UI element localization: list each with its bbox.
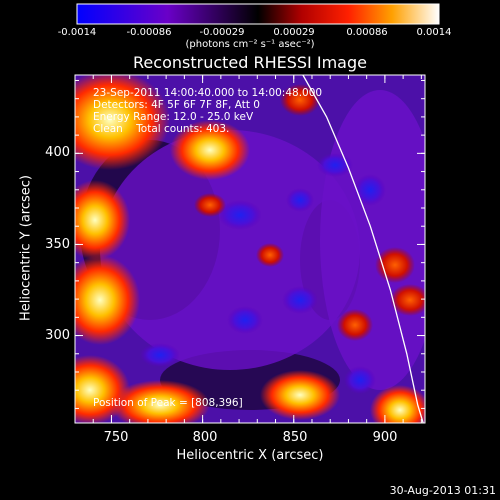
colorbar-tick: 0.00029: [273, 27, 315, 38]
x-tick-label: 800: [192, 430, 218, 445]
x-tick-label: 750: [103, 430, 129, 445]
colorbar-tick: 0.0014: [416, 27, 452, 38]
y-tick-label: 400: [45, 145, 70, 160]
chart-title: Reconstructed RHESSI Image: [133, 53, 367, 72]
solar-limb-line: [302, 74, 424, 424]
y-tick-label: 350: [45, 237, 70, 252]
x-tick-label: 850: [282, 430, 308, 445]
colorbar-tick: 0.00086: [346, 27, 388, 38]
plot-frame: [74, 74, 426, 424]
annotation-energy-range: Energy Range: 12.0 - 25.0 keV: [93, 111, 254, 123]
x-axis-label: Heliocentric X (arcsec): [176, 448, 324, 463]
annotation-clean-counts: Clean Total counts: 403.: [93, 123, 230, 135]
annotation-peak-position: Position of Peak = [808,396]: [93, 397, 243, 409]
y-tick-label: 300: [45, 328, 70, 343]
colorbar-gradient: [76, 3, 440, 25]
colorbar-tick: -0.0014: [57, 27, 97, 38]
annotation-time-range: 23-Sep-2011 14:00:40.000 to 14:00:48.000: [93, 87, 323, 99]
annotation-detectors: Detectors: 4F 5F 6F 7F 8F, Att 0: [93, 99, 260, 111]
y-axis-label: Heliocentric Y (arcsec): [18, 175, 34, 321]
colorbar-tick: -0.00086: [126, 27, 172, 38]
x-tick-label: 900: [372, 430, 398, 445]
footer-timestamp: 30-Aug-2013 01:31: [389, 484, 496, 497]
colorbar-tick: -0.00029: [199, 27, 245, 38]
axis-tick-marks: [75, 75, 425, 423]
colorbar-units: (photons cm⁻² s⁻¹ asec⁻²): [185, 39, 315, 50]
image-field: [75, 75, 425, 423]
